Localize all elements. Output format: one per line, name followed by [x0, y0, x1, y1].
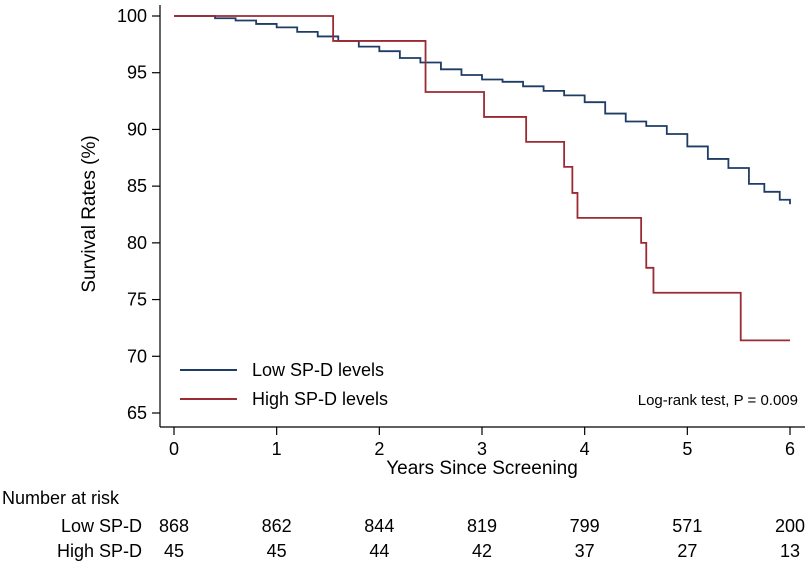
risk-value-low-t3: 819 [467, 516, 497, 536]
y-tick-label-85: 85 [127, 176, 147, 196]
risk-value-high-t3: 42 [472, 541, 492, 561]
risk-value-high-t2: 44 [369, 541, 389, 561]
risk-value-high-t5: 27 [677, 541, 697, 561]
risk-value-low-t6: 200 [775, 516, 805, 536]
x-tick-label-1: 1 [272, 439, 282, 459]
y-axis-title: Survival Rates (%) [79, 135, 100, 292]
risk-value-high-t1: 45 [267, 541, 287, 561]
legend-label-high: High SP-D levels [252, 389, 388, 409]
risk-table-title: Number at risk [2, 488, 120, 508]
risk-value-high-t6: 13 [780, 541, 800, 561]
legend-label-low: Low SP-D levels [252, 360, 384, 380]
legend: Low SP-D levels High SP-D levels [180, 360, 388, 409]
risk-row-label-high: High SP-D [57, 541, 142, 561]
risk-value-low-t0: 868 [159, 516, 189, 536]
y-axis-ticks: 65 70 75 80 85 90 95 100 [117, 6, 160, 423]
risk-value-low-t2: 844 [364, 516, 394, 536]
series-line-high [174, 15, 790, 342]
x-tick-label-2: 2 [374, 439, 384, 459]
x-tick-label-4: 4 [580, 439, 590, 459]
x-tick-label-6: 6 [785, 439, 795, 459]
risk-table: Number at risk Low SP-D High SP-D 868 862… [2, 488, 805, 561]
y-tick-label-100: 100 [117, 6, 147, 26]
y-tick-label-95: 95 [127, 63, 147, 83]
risk-row-label-low: Low SP-D [61, 516, 142, 536]
x-tick-label-3: 3 [477, 439, 487, 459]
risk-value-low-t1: 862 [262, 516, 292, 536]
x-tick-label-5: 5 [682, 439, 692, 459]
y-tick-label-75: 75 [127, 290, 147, 310]
risk-value-low-t5: 571 [672, 516, 702, 536]
x-axis-ticks: 0 1 2 3 4 5 6 [169, 427, 795, 459]
series-group [174, 15, 791, 342]
y-tick-label-90: 90 [127, 119, 147, 139]
risk-value-high-t0: 45 [164, 541, 184, 561]
x-tick-label-0: 0 [169, 439, 179, 459]
y-tick-label-70: 70 [127, 346, 147, 366]
risk-value-low-t4: 799 [570, 516, 600, 536]
x-axis-title: Years Since Screening [386, 458, 578, 479]
series-line-low [174, 15, 791, 205]
log-rank-annotation: Log-rank test, P = 0.009 [638, 392, 798, 409]
risk-values: 868 862 844 819 799 571 200 45 45 44 42 37 27 13 [159, 516, 805, 561]
y-tick-label-80: 80 [127, 233, 147, 253]
y-tick-label-65: 65 [127, 403, 147, 423]
risk-value-high-t4: 37 [575, 541, 595, 561]
